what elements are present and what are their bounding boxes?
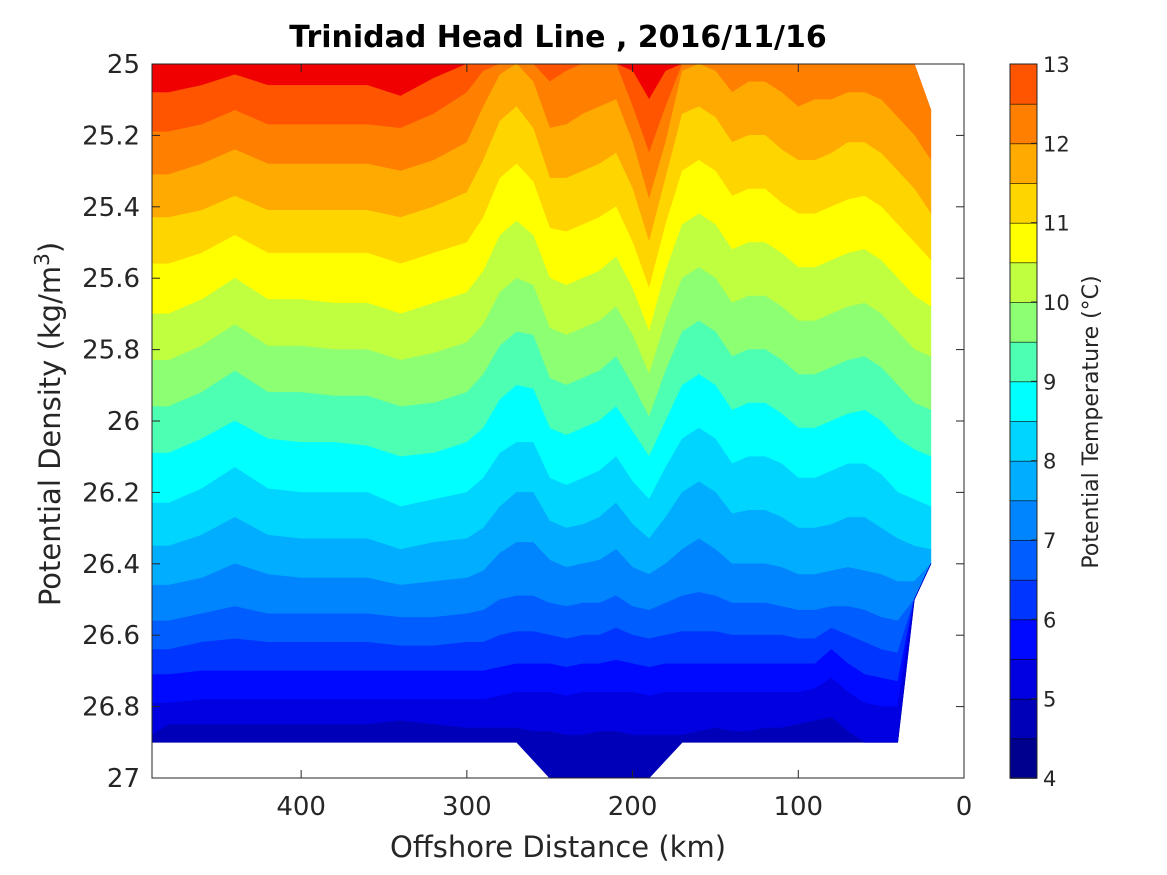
colorbar-segment <box>1009 341 1038 383</box>
colorbar-tick-label: 5 <box>1043 688 1056 712</box>
y-tick-label: 25.2 <box>82 121 140 151</box>
x-tick-label: 0 <box>956 792 973 822</box>
y-tick-label: 26 <box>107 407 140 437</box>
colorbar: 4 5 6 7 8 9 10 11 12 13 <box>1009 53 1070 791</box>
y-tick-label: 26.4 <box>82 550 140 580</box>
y-tick-label: 26.2 <box>82 478 140 508</box>
colorbar-segment <box>1009 143 1038 184</box>
colorbar-segment <box>1009 579 1038 621</box>
y-tick-label: 27 <box>107 764 140 794</box>
colorbar-segment <box>1009 381 1038 422</box>
colorbar-segment <box>1009 420 1038 462</box>
y-tick-label: 25 <box>107 50 140 80</box>
y-tick-label: 25.4 <box>82 193 140 223</box>
colorbar-segment <box>1009 222 1038 264</box>
colorbar-tick-label: 6 <box>1043 608 1056 632</box>
y-axis-label: Potential Density (kg/m3) <box>30 242 67 606</box>
y-tick-label: 25.8 <box>82 336 140 366</box>
colorbar-segment <box>1009 619 1038 660</box>
y-axis: 25 25.2 25.4 25.6 25.8 26 26.2 26.4 26.6 26.8 27 <box>82 50 964 794</box>
contour-band <box>152 64 932 155</box>
colorbar-segment <box>1009 460 1038 502</box>
y-tick-label: 26.6 <box>82 621 140 651</box>
y-axis-label-close: ) <box>33 242 67 253</box>
colorbar-tick-label: 13 <box>1043 53 1070 77</box>
x-tick-label: 200 <box>608 792 658 822</box>
colorbar-tick-label: 8 <box>1043 450 1056 474</box>
colorbar-tick-label: 12 <box>1043 132 1070 156</box>
x-tick-label: 400 <box>276 792 326 822</box>
colorbar-segment <box>1009 63 1038 105</box>
contour-bands <box>152 64 932 778</box>
colorbar-tick-label: 9 <box>1043 370 1056 394</box>
y-tick-label: 26.8 <box>82 693 140 723</box>
colorbar-tick-label: 10 <box>1043 291 1070 315</box>
colorbar-tick-label: 7 <box>1043 529 1056 553</box>
colorbar-segment <box>1009 738 1038 779</box>
colorbar-segment <box>1009 301 1038 343</box>
colorbar-frame <box>1009 63 1038 779</box>
x-axis-label: Offshore Distance (km) <box>390 830 726 864</box>
x-tick-label: 300 <box>442 792 492 822</box>
chart-title: Trinidad Head Line , 2016/11/16 <box>289 20 826 55</box>
contour-band <box>152 64 932 111</box>
colorbar-tick-label: 4 <box>1043 767 1056 791</box>
x-tick-label: 100 <box>773 792 823 822</box>
y-tick-label: 25.6 <box>82 264 140 294</box>
colorbar-segment <box>1009 182 1038 224</box>
colorbar-segment <box>1009 539 1038 581</box>
colorbar-segment <box>1009 698 1038 740</box>
colorbar-segment <box>1009 500 1038 541</box>
colorbar-label: Potential Temperature (°C) <box>1079 275 1104 568</box>
contour-band <box>152 563 932 778</box>
x-axis: 400 300 200 100 0 <box>276 64 972 822</box>
y-axis-label-text: Potential Density (kg/m <box>33 266 67 606</box>
y-axis-label-superscript: 3 <box>30 253 54 266</box>
colorbar-segment <box>1009 103 1038 145</box>
colorbar-segment <box>1009 262 1038 303</box>
colorbar-segment <box>1009 658 1038 700</box>
colorbar-tick-label: 11 <box>1043 212 1070 236</box>
